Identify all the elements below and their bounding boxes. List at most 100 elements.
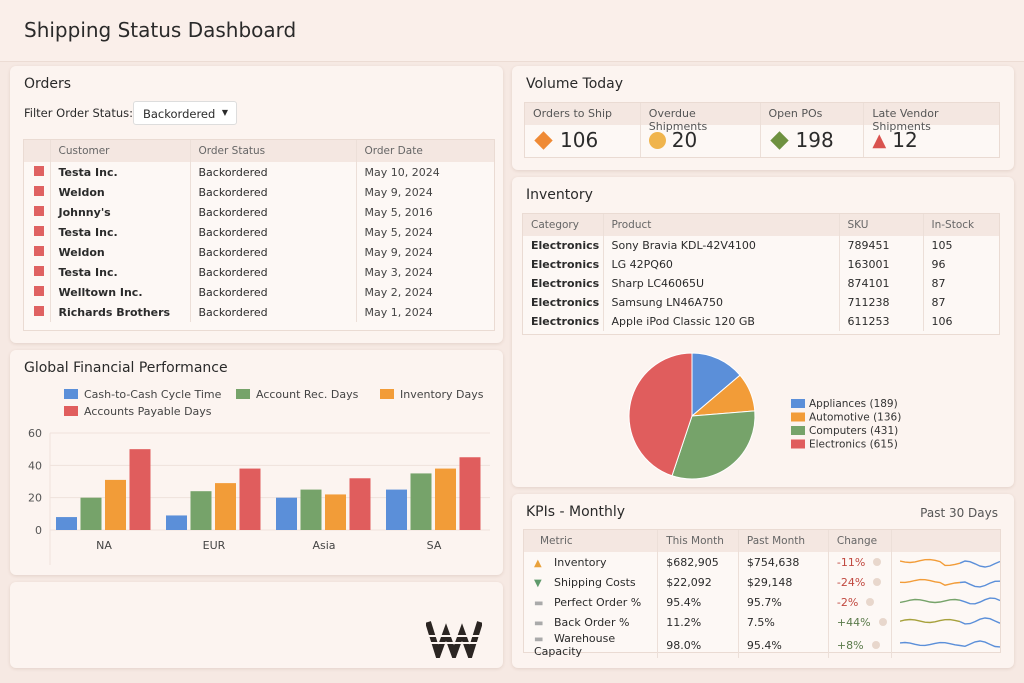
volume-label: Open POs xyxy=(760,103,864,125)
bar[interactable] xyxy=(215,483,236,530)
bar[interactable] xyxy=(459,457,481,530)
dash-icon: ▬ xyxy=(534,634,544,645)
volume-tile[interactable]: Overdue Shipments 20 xyxy=(639,103,760,157)
kpi-change: -2% xyxy=(836,595,859,609)
legend-swatch xyxy=(791,399,805,408)
legend-label: Inventory Days xyxy=(400,388,484,401)
kpi-row[interactable]: ▲ Inventory $682,905 $754,638 -11% xyxy=(524,552,1001,572)
volume-tile[interactable]: Late Vendor Shipments ▲ 12 xyxy=(863,103,999,157)
legend-label: Accounts Payable Days xyxy=(84,405,212,418)
inv-product: LG 42PQ60 xyxy=(602,255,839,274)
info-icon[interactable] xyxy=(871,640,880,649)
col-order-date[interactable]: Order Date xyxy=(355,140,494,162)
kpi-metric: Shipping Costs xyxy=(554,575,636,589)
inventory-row[interactable]: Electronics Samsung LN46A750 711238 87 xyxy=(523,293,999,312)
inv-stock: 105 xyxy=(922,236,999,255)
col-product[interactable]: Product xyxy=(602,214,839,236)
inventory-pie-chart: Appliances (189) Automotive (136)Computer… xyxy=(628,352,901,480)
info-icon[interactable] xyxy=(873,557,882,566)
sparkline xyxy=(899,578,1001,588)
bar[interactable] xyxy=(166,515,187,530)
info-icon[interactable] xyxy=(873,577,882,586)
diamond-icon xyxy=(534,130,553,150)
volume-value: 198 xyxy=(795,128,834,152)
bar[interactable] xyxy=(129,449,151,530)
pie-slice[interactable] xyxy=(628,352,693,477)
bar[interactable] xyxy=(239,468,261,530)
inventory-row[interactable]: Electronics Sony Bravia KDL-42V4100 789451… xyxy=(523,236,999,255)
pie-slice[interactable] xyxy=(691,352,741,418)
inv-category: Electronics xyxy=(531,296,600,309)
order-date: May 5, 2016 xyxy=(355,202,494,222)
order-status: Backordered xyxy=(189,302,356,322)
pie-slice[interactable] xyxy=(671,410,756,480)
bar[interactable] xyxy=(349,478,371,530)
inventory-row[interactable]: Electronics Sharp LC46065U 874101 87 xyxy=(523,274,999,293)
order-customer: Testa Inc. xyxy=(49,162,190,182)
col-category[interactable]: Category xyxy=(523,214,603,236)
order-row[interactable]: Johnny's Backordered May 5, 2016 xyxy=(24,202,494,222)
inv-category: Electronics xyxy=(531,239,600,252)
col-sku[interactable]: SKU xyxy=(838,214,923,236)
order-row[interactable]: Richards Brothers Backordered May 1, 2024 xyxy=(24,302,494,322)
kpi-this-month: 98.0% xyxy=(657,632,739,658)
kpi-change: +8% xyxy=(836,638,864,652)
inventory-row[interactable]: Electronics Apple iPod Classic 120 GB 6112… xyxy=(523,312,999,331)
orders-card: Orders Filter Order Status: Backordered ▼… xyxy=(10,66,503,343)
info-icon[interactable] xyxy=(866,597,875,606)
x-tick-label: NA xyxy=(96,539,112,552)
bar[interactable] xyxy=(325,494,346,530)
kpi-change: -24% xyxy=(836,575,866,589)
bar[interactable] xyxy=(300,489,322,530)
order-row[interactable]: Weldon Backordered May 9, 2024 xyxy=(24,242,494,262)
bar[interactable] xyxy=(386,489,407,530)
bar[interactable] xyxy=(276,497,297,530)
kpi-row[interactable]: ▬ Perfect Order % 95.4% 95.7% -2% xyxy=(524,592,1001,612)
status-indicator-icon xyxy=(34,165,44,176)
info-icon[interactable] xyxy=(878,617,887,626)
kpi-past-month: 95.7% xyxy=(737,592,829,612)
bar[interactable] xyxy=(190,491,212,530)
kpi-row[interactable]: ▬ Back Order % 11.2% 7.5% +44% xyxy=(524,612,1001,632)
bar[interactable] xyxy=(105,479,126,530)
inv-sku: 711238 xyxy=(838,293,923,312)
legend-label: Account Rec. Days xyxy=(256,388,359,401)
order-row[interactable]: Testa Inc. Backordered May 10, 2024 xyxy=(24,162,494,182)
bar[interactable] xyxy=(435,468,456,530)
order-status-select[interactable]: Backordered ▼ xyxy=(133,101,237,125)
kpi-past-month: 7.5% xyxy=(737,612,829,632)
kpi-this-month: $682,905 xyxy=(657,552,739,572)
order-customer: Welltown Inc. xyxy=(49,282,190,302)
volume-tile[interactable]: Open POs 198 xyxy=(759,103,864,157)
bar[interactable] xyxy=(80,497,102,530)
status-indicator-icon xyxy=(34,205,44,216)
orders-table: Customer Order Status Order Date Testa Inc.… xyxy=(23,139,495,331)
bar[interactable] xyxy=(56,517,77,530)
legend-swatch xyxy=(791,426,805,435)
inventory-row[interactable]: Electronics LG 42PQ60 163001 96 xyxy=(523,255,999,274)
order-row[interactable]: Weldon Backordered May 9, 2024 xyxy=(24,182,494,202)
y-tick-label: 40 xyxy=(28,459,42,472)
legend-swatch xyxy=(64,406,78,416)
pie-legend-label: Computers (431) xyxy=(809,425,898,437)
kpi-this-month: 95.4% xyxy=(657,592,739,612)
volume-tile[interactable]: Orders to Ship 106 xyxy=(525,103,640,157)
financial-title: Global Financial Performance xyxy=(24,360,228,376)
col-order-status[interactable]: Order Status xyxy=(189,140,356,162)
kpi-row[interactable]: ▬ Warehouse Capacity 98.0% 95.4% +8% xyxy=(524,632,1001,658)
kpi-this-month: $22,092 xyxy=(657,572,739,592)
order-row[interactable]: Testa Inc. Backordered May 5, 2024 xyxy=(24,222,494,242)
order-status: Backordered xyxy=(189,222,356,242)
order-customer: Johnny's xyxy=(49,202,190,222)
bar[interactable] xyxy=(410,473,432,530)
y-tick-label: 0 xyxy=(35,524,42,537)
kpi-row[interactable]: ▼ Shipping Costs $22,092 $29,148 -24% xyxy=(524,572,1001,592)
period-label[interactable]: Past 30 Days xyxy=(920,506,998,520)
order-row[interactable]: Testa Inc. Backordered May 3, 2024 xyxy=(24,262,494,282)
col-customer[interactable]: Customer xyxy=(49,140,190,162)
col-past-month: Past Month xyxy=(737,530,829,552)
col-in-stock[interactable]: In-Stock xyxy=(922,214,999,236)
order-row[interactable]: Welltown Inc. Backordered May 2, 2024 xyxy=(24,282,494,302)
inv-sku: 611253 xyxy=(838,312,923,331)
legend-label: Cash-to-Cash Cycle Time xyxy=(84,388,222,401)
